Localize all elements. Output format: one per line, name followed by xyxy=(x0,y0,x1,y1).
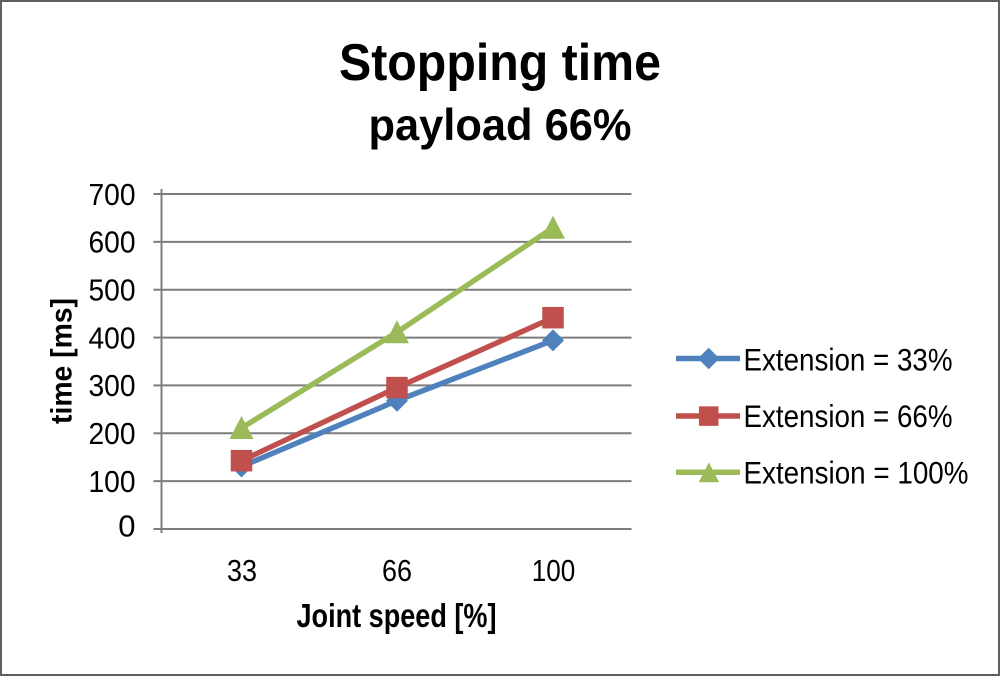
svg-text:0: 0 xyxy=(118,509,135,544)
svg-text:time [ms]: time [ms] xyxy=(45,298,78,424)
svg-text:Extension = 66%: Extension = 66% xyxy=(744,398,953,434)
svg-text:600: 600 xyxy=(89,225,136,260)
svg-text:Extension = 33%: Extension = 33% xyxy=(744,342,953,378)
svg-text:400: 400 xyxy=(89,320,136,355)
svg-text:200: 200 xyxy=(89,416,136,451)
svg-text:payload 66%: payload 66% xyxy=(369,101,632,150)
svg-text:100: 100 xyxy=(89,464,136,499)
svg-text:Extension = 100%: Extension = 100% xyxy=(744,455,969,491)
svg-text:100: 100 xyxy=(532,553,576,588)
svg-text:Joint speed [%]: Joint speed [%] xyxy=(297,597,497,634)
svg-text:66: 66 xyxy=(382,553,412,588)
svg-text:700: 700 xyxy=(89,177,136,212)
svg-text:300: 300 xyxy=(89,368,136,403)
svg-text:Stopping time: Stopping time xyxy=(339,34,661,92)
svg-text:500: 500 xyxy=(89,273,136,308)
svg-text:33: 33 xyxy=(227,553,257,588)
